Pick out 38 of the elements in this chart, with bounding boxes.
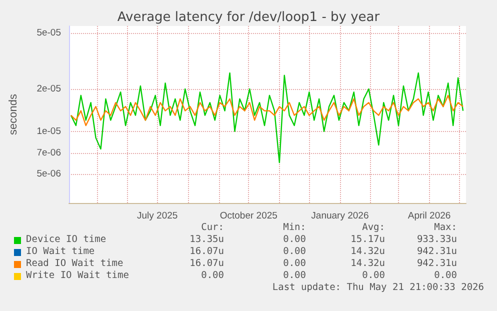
text: 942.31u (416, 258, 457, 269)
legend-label: Device IO time (26, 234, 106, 245)
text: 0.00 (362, 270, 385, 281)
text: 0.00 (201, 270, 224, 281)
x-tick-label: October 2025 (220, 210, 278, 222)
text: Cur: (201, 222, 224, 233)
legend-label: IO Wait time (26, 246, 95, 257)
text: Avg: (362, 222, 385, 233)
text: 0.00 (283, 246, 306, 257)
text: 14.32u (350, 258, 385, 269)
y-tick-label: 2e-05 (36, 83, 61, 94)
x-tick-label: April 2026 (408, 210, 451, 222)
line-series (70, 72, 464, 164)
text: 13.35u (190, 234, 224, 245)
chart-title: Average latency for /dev/loop1 - by year (117, 10, 380, 25)
text: 0.00 (283, 234, 306, 245)
text: 942.31u (416, 246, 457, 257)
line-series (70, 94, 464, 126)
text: Min: (283, 222, 306, 233)
text: 0.00 (283, 258, 306, 269)
text: 14.32u (350, 246, 385, 257)
y-axis-title: seconds (8, 94, 20, 135)
text: Last update: Thu May 21 21:00:33 2026 (272, 282, 484, 293)
x-tick-label: July 2025 (136, 210, 178, 222)
legend-label: Write IO Wait time (26, 270, 129, 281)
legend-label: Read IO Wait time (26, 258, 124, 269)
text: 16.07u (190, 246, 224, 257)
y-tick-label: 5e-06 (36, 168, 61, 180)
y-tick-label: 5e-05 (36, 27, 61, 38)
text: 16.07u (190, 258, 224, 269)
text: 933.33u (416, 234, 457, 245)
text: Max: (434, 222, 457, 233)
y-tick-label: 1e-05 (36, 126, 61, 137)
text: 0.00 (283, 270, 306, 281)
x-tick-label: January 2026 (311, 210, 369, 222)
text: 15.17u (350, 234, 385, 245)
text: 0.00 (434, 270, 457, 281)
y-tick-label: 7e-06 (36, 148, 61, 159)
